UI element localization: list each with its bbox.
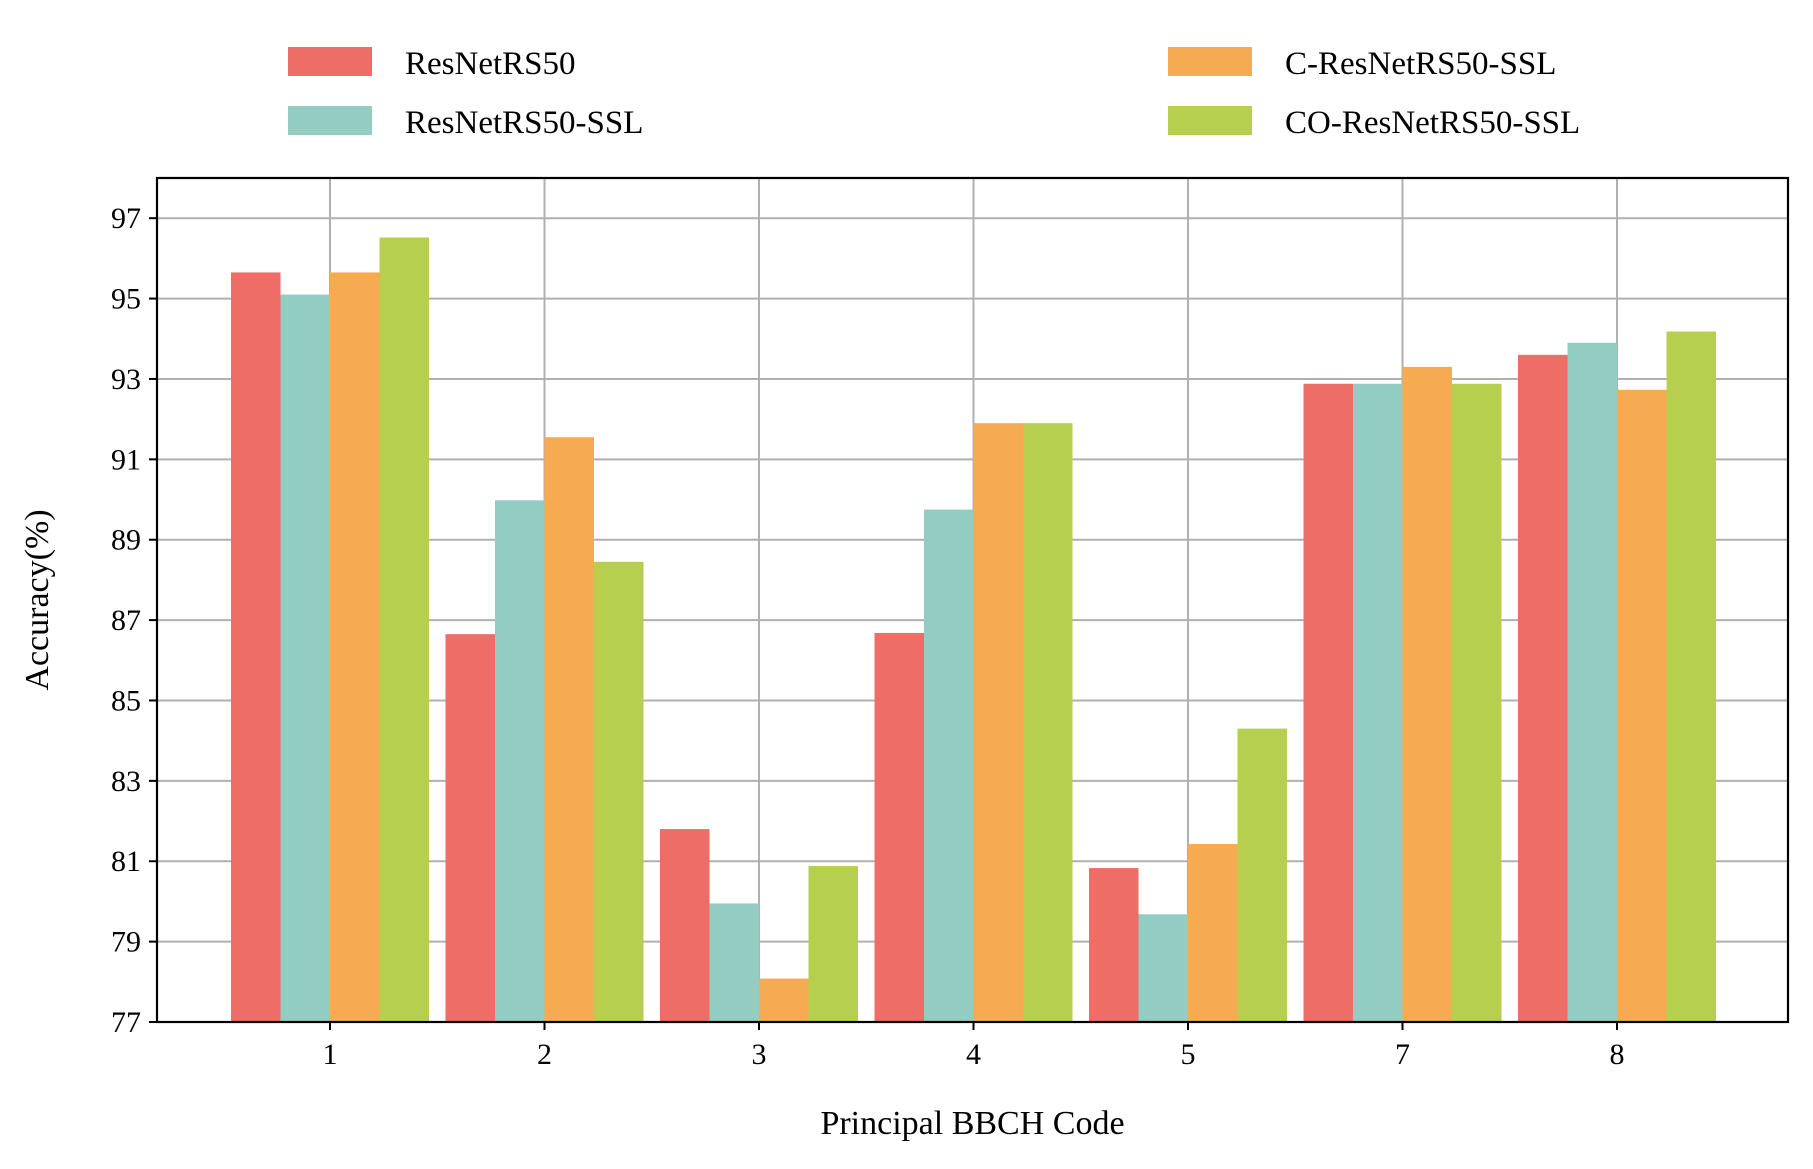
bar-c-resnetrs50-ssl-2 <box>544 437 594 1022</box>
legend-swatch <box>1168 47 1252 76</box>
bar-resnetrs50-ssl-3 <box>709 903 759 1022</box>
x-tick-label: 1 <box>323 1038 338 1071</box>
y-tick-label: 91 <box>111 443 141 476</box>
bar-c-resnetrs50-ssl-7 <box>1402 366 1452 1022</box>
bar-resnetrs50-ssl-4 <box>924 509 974 1023</box>
bar-c-resnetrs50-ssl-3 <box>759 978 809 1022</box>
legend-label: ResNetRS50-SSL <box>405 105 643 141</box>
bar-c-resnetrs50-ssl-5 <box>1188 843 1238 1022</box>
y-tick-label: 87 <box>111 604 141 637</box>
bar-resnetrs50-2 <box>445 634 495 1022</box>
bar-co-resnetrs50-ssl-2 <box>594 561 644 1022</box>
x-tick-label: 8 <box>1610 1038 1625 1071</box>
legend-swatch <box>288 106 372 135</box>
y-tick-label: 97 <box>111 202 141 235</box>
y-axis: 77 79 81 83 85 87 89 91 93 95 97 <box>111 202 157 1039</box>
legend-label: C-ResNetRS50-SSL <box>1285 46 1556 82</box>
bar-c-resnetrs50-ssl-1 <box>330 272 380 1022</box>
bar-resnetrs50-7 <box>1303 383 1353 1022</box>
y-tick-label: 95 <box>111 283 141 316</box>
y-axis-label: Accuracy(%) <box>19 509 56 690</box>
bar-co-resnetrs50-ssl-4 <box>1023 423 1073 1023</box>
legend-swatch <box>1168 106 1252 135</box>
bars <box>231 237 1716 1023</box>
y-tick-label: 77 <box>111 1006 141 1039</box>
bar-resnetrs50-3 <box>660 829 710 1022</box>
y-tick-label: 85 <box>111 684 141 717</box>
bar-resnetrs50-8 <box>1518 354 1568 1022</box>
bar-resnetrs50-ssl-1 <box>280 294 330 1022</box>
x-tick-label: 5 <box>1181 1038 1196 1071</box>
bar-resnetrs50-ssl-7 <box>1353 383 1403 1022</box>
bar-resnetrs50-ssl-8 <box>1567 342 1617 1022</box>
x-tick-label: 2 <box>537 1038 552 1071</box>
bar-co-resnetrs50-ssl-5 <box>1237 728 1287 1022</box>
y-tick-label: 83 <box>111 765 141 798</box>
bar-resnetrs50-1 <box>231 272 281 1022</box>
bar-resnetrs50-4 <box>874 632 924 1022</box>
bar-resnetrs50-5 <box>1089 868 1139 1022</box>
bar-co-resnetrs50-ssl-1 <box>379 237 429 1022</box>
legend-label: ResNetRS50 <box>405 46 576 82</box>
bar-co-resnetrs50-ssl-7 <box>1452 383 1502 1022</box>
legend: ResNetRS50 C-ResNetRS50-SSL ResNetRS50-SSL… <box>288 46 1580 141</box>
legend-swatch <box>288 47 372 76</box>
legend-label: CO-ResNetRS50-SSL <box>1285 105 1580 141</box>
x-tick-label: 4 <box>966 1038 981 1071</box>
bar-c-resnetrs50-ssl-4 <box>973 423 1023 1023</box>
bar-c-resnetrs50-ssl-8 <box>1617 389 1667 1022</box>
x-axis-label: Principal BBCH Code <box>820 1105 1124 1142</box>
x-tick-label: 3 <box>752 1038 767 1071</box>
bar-co-resnetrs50-ssl-3 <box>808 866 858 1022</box>
y-tick-label: 93 <box>111 363 141 396</box>
bar-resnetrs50-ssl-2 <box>495 500 545 1022</box>
x-tick-label: 7 <box>1395 1038 1410 1071</box>
bar-co-resnetrs50-ssl-8 <box>1666 331 1716 1023</box>
y-tick-label: 79 <box>111 926 141 959</box>
y-tick-label: 89 <box>111 524 141 557</box>
x-axis: 1 2 3 4 5 7 8 <box>323 1022 1625 1071</box>
y-tick-label: 81 <box>111 845 141 878</box>
bar-resnetrs50-ssl-5 <box>1138 914 1188 1022</box>
